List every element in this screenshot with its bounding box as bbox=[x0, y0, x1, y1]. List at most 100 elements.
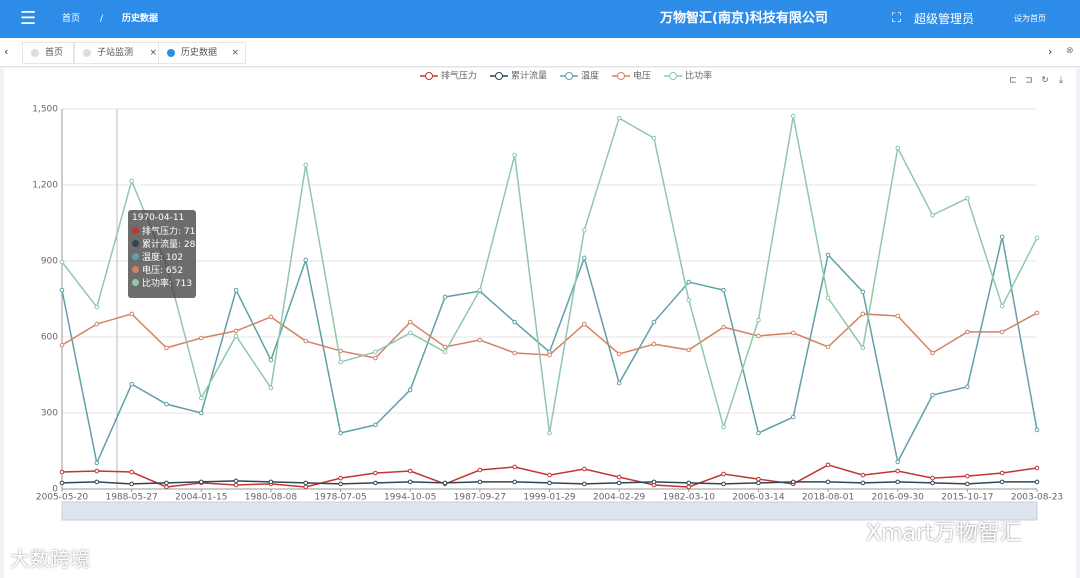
data-point bbox=[965, 384, 970, 390]
data-point bbox=[686, 484, 692, 490]
data-point bbox=[233, 333, 239, 339]
legend-marker bbox=[565, 72, 574, 80]
data-point bbox=[686, 297, 692, 303]
data-point bbox=[930, 475, 935, 481]
tab-close[interactable]: ⊗ bbox=[1066, 46, 1074, 56]
data-point bbox=[407, 330, 413, 336]
data-point bbox=[756, 317, 761, 323]
legend-label: 比功率 bbox=[685, 70, 712, 82]
data-point bbox=[94, 304, 100, 310]
data-point bbox=[756, 430, 761, 436]
breadcrumb-current: 历史数据 bbox=[122, 14, 159, 24]
data-point bbox=[303, 480, 309, 486]
toolbox-icon[interactable]: ⊏ bbox=[1009, 76, 1017, 86]
tab-prev[interactable]: ‹ bbox=[4, 45, 9, 58]
tab[interactable]: 历史数据 × bbox=[158, 42, 246, 64]
data-point bbox=[198, 410, 204, 416]
data-point bbox=[129, 481, 134, 487]
x-tick-label: 1987-09-27 bbox=[454, 493, 506, 503]
data-point bbox=[303, 484, 309, 490]
data-point bbox=[512, 464, 517, 470]
data-point bbox=[825, 462, 831, 468]
data-point bbox=[164, 480, 169, 486]
data-point bbox=[1034, 310, 1040, 316]
tooltip-item: 排气压力: 71 bbox=[132, 226, 195, 239]
legend-marker bbox=[495, 72, 504, 80]
data-point bbox=[965, 195, 970, 201]
toolbox-icon[interactable]: ⊐ bbox=[1025, 76, 1033, 86]
data-point bbox=[129, 178, 134, 184]
x-tick-label: 2015-10-17 bbox=[941, 493, 993, 503]
x-tick-label: 1982-03-10 bbox=[663, 493, 716, 503]
tooltip: 1970-04-11 排气压力: 71 累计流量: 28 温度: 102 电压: 65… bbox=[128, 210, 196, 298]
breadcrumb-home[interactable]: 首页 bbox=[62, 14, 81, 24]
toolbox-icon[interactable]: ⤓ bbox=[1059, 76, 1063, 86]
legend-label: 温度 bbox=[581, 70, 599, 82]
data-point bbox=[547, 352, 552, 358]
y-tick-label: 600 bbox=[41, 333, 58, 343]
data-point bbox=[268, 385, 274, 391]
tooltip-item: 温度: 102 bbox=[132, 252, 192, 265]
data-point bbox=[651, 479, 657, 485]
data-point bbox=[94, 460, 100, 466]
tab-label: 历史数据 bbox=[181, 48, 218, 58]
data-point bbox=[999, 329, 1005, 335]
data-point bbox=[721, 481, 726, 487]
data-point bbox=[1034, 479, 1040, 485]
data-point bbox=[895, 459, 901, 465]
data-point bbox=[930, 480, 935, 486]
x-tick-label: 1994-10-05 bbox=[384, 493, 436, 503]
data-point bbox=[512, 152, 517, 158]
data-point bbox=[790, 414, 796, 420]
x-tick-label: 1980-08-08 bbox=[245, 493, 298, 503]
data-point bbox=[198, 335, 204, 341]
data-point bbox=[338, 481, 343, 487]
data-point bbox=[651, 319, 657, 325]
fullscreen-icon[interactable]: ⛶ bbox=[892, 11, 902, 26]
data-point bbox=[442, 344, 448, 350]
data-point bbox=[373, 470, 378, 476]
data-point bbox=[825, 479, 831, 485]
data-point bbox=[895, 313, 901, 319]
tab-bar: ‹ 首页 子站监测 × 历史数据 × › ⊗ bbox=[0, 38, 1080, 67]
data-point bbox=[895, 479, 901, 485]
data-point bbox=[686, 480, 692, 486]
tab-next[interactable]: › bbox=[1048, 45, 1053, 58]
data-point bbox=[477, 467, 483, 473]
x-tick-label: 1988-05-27 bbox=[105, 493, 157, 503]
set-home[interactable]: 设为首页 bbox=[1014, 14, 1046, 23]
data-point bbox=[616, 380, 622, 386]
data-point bbox=[616, 115, 622, 121]
data-point bbox=[338, 475, 343, 481]
tooltip-text: 温度: 102 bbox=[142, 253, 184, 263]
data-point bbox=[756, 476, 761, 482]
data-point bbox=[338, 359, 343, 365]
data-point bbox=[930, 350, 935, 356]
toolbox-icon[interactable]: ↻ bbox=[1041, 76, 1049, 86]
data-point bbox=[59, 259, 65, 265]
x-tick-label: 2004-02-29 bbox=[593, 493, 646, 503]
data-point bbox=[59, 480, 65, 486]
data-point bbox=[303, 162, 309, 168]
data-point bbox=[198, 395, 204, 401]
data-point bbox=[407, 479, 413, 485]
user-menu[interactable]: 超级管理员 bbox=[914, 12, 975, 26]
data-point bbox=[616, 474, 622, 480]
data-point bbox=[512, 319, 517, 325]
data-point bbox=[616, 480, 622, 486]
data-point bbox=[895, 468, 901, 474]
data-point bbox=[94, 321, 100, 327]
data-point bbox=[860, 480, 866, 486]
breadcrumb-separator: / bbox=[100, 14, 104, 24]
menu-icon[interactable]: ☰ bbox=[20, 8, 37, 29]
watermark: 大数跨境 bbox=[10, 547, 90, 571]
data-point bbox=[999, 303, 1005, 309]
data-point bbox=[965, 481, 970, 487]
tab[interactable]: 子站监测 × bbox=[74, 42, 164, 64]
tab[interactable]: 首页 bbox=[22, 42, 75, 64]
tab-label: 首页 bbox=[45, 48, 64, 58]
data-point bbox=[407, 387, 413, 393]
data-point bbox=[1034, 427, 1040, 433]
top-bar: ☰ 首页 / 历史数据 万物智汇(南京)科技有限公司 ⛶ 超级管理员 设为首页 bbox=[0, 0, 1080, 38]
legend-label: 累计流量 bbox=[511, 70, 547, 82]
